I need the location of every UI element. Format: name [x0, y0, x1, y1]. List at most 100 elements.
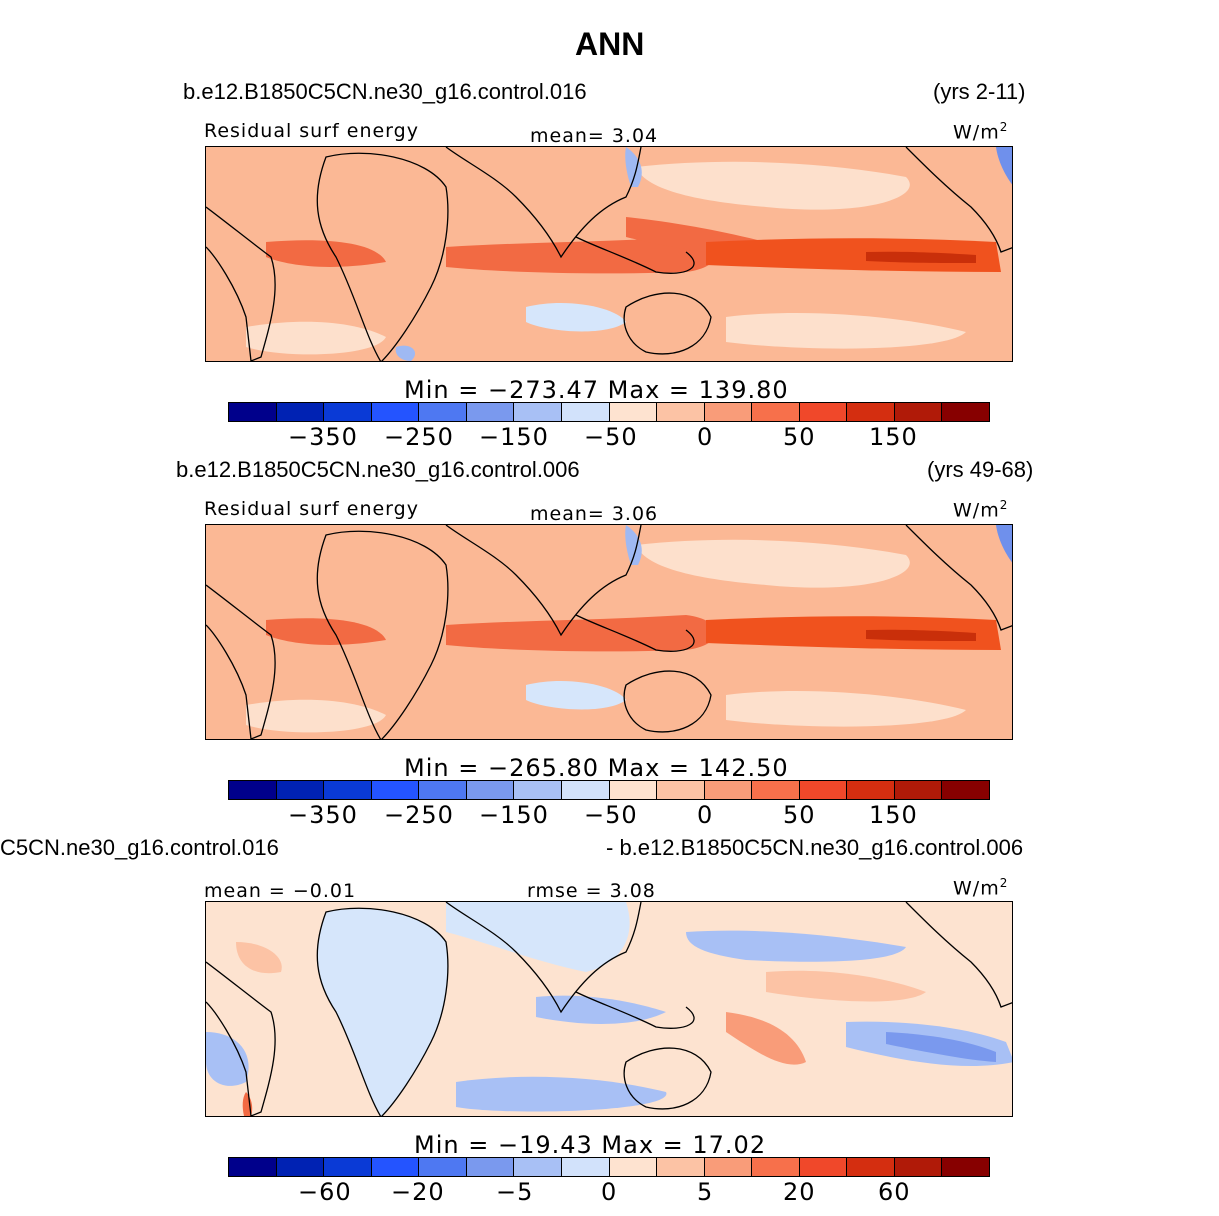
panel3-units-exp: 2: [999, 876, 1009, 890]
panel2-tick: −150: [479, 801, 549, 829]
panel1-tick: −250: [384, 423, 454, 451]
panel2-color-swatch: [752, 781, 800, 799]
panel2-variable: Residual surf energy: [204, 498, 419, 520]
panel1-color-swatch: [609, 403, 658, 421]
panel3-color-swatch: [657, 1158, 705, 1176]
panel2-case-name: b.e12.B1850C5CN.ne30_g16.control.006: [176, 457, 580, 482]
panel3-case-right: - b.e12.B1850C5CN.ne30_g16.control.006: [606, 835, 1024, 860]
panel1-color-swatch: [229, 403, 277, 421]
panel1-minmax: Min = −273.47 Max = 139.80: [404, 376, 789, 404]
panel2-years: (yrs 49-68): [927, 457, 1034, 482]
panel2-color-swatch: [942, 781, 989, 799]
panel3-units-base: W/m: [953, 877, 1000, 900]
panel2-color-swatch: [276, 781, 325, 799]
panel1-color-swatch: [657, 403, 705, 421]
panel3-tick: 60: [878, 1178, 911, 1206]
panel3-color-swatch: [894, 1158, 943, 1176]
panel1-units-exp: 2: [999, 120, 1009, 134]
panel1-color-swatch: [894, 403, 943, 421]
panel1-color-swatch: [419, 403, 467, 421]
panel1-years: (yrs 2-11): [933, 79, 1026, 104]
panel1-tick: 150: [869, 423, 918, 451]
panel2-color-swatch: [371, 781, 420, 799]
panel3-color-swatch: [324, 1158, 372, 1176]
panel1-mean: mean= 3.04: [530, 125, 659, 147]
panel1-tick: −50: [584, 423, 638, 451]
panel3-tick: −60: [298, 1178, 352, 1206]
panel2-color-swatch: [419, 781, 467, 799]
panel3-color-swatch: [419, 1158, 467, 1176]
panel1-case-name: b.e12.B1850C5CN.ne30_g16.control.016: [183, 79, 587, 104]
panel3-color-swatch: [942, 1158, 989, 1176]
panel2-tick: −350: [288, 801, 358, 829]
panel3-color-swatch: [466, 1158, 515, 1176]
panel2-units: W/m2: [953, 498, 1008, 521]
panel1-color-swatch: [942, 403, 989, 421]
panel2-color-swatch: [609, 781, 658, 799]
panel2-color-swatch: [847, 781, 895, 799]
panel1-color-swatch: [324, 403, 372, 421]
panel2-color-swatch: [466, 781, 515, 799]
panel2-units-exp: 2: [999, 498, 1009, 512]
panel3-color-swatch: [799, 1158, 848, 1176]
panel3-color-swatch: [229, 1158, 277, 1176]
panel1-color-swatch: [276, 403, 325, 421]
panel3-color-swatch: [561, 1158, 610, 1176]
panel1-color-swatch: [799, 403, 848, 421]
panel3-rmse: rmse = 3.08: [527, 880, 656, 902]
panel2-color-swatch: [324, 781, 372, 799]
panel3-tick: −20: [391, 1178, 445, 1206]
panel2-color-swatch: [704, 781, 753, 799]
figure-title: ANN: [575, 26, 645, 62]
panel3-color-swatch: [514, 1158, 562, 1176]
panel2-tick: −250: [384, 801, 454, 829]
panel3-tick: 20: [783, 1178, 816, 1206]
panel3-mean: mean = −0.01: [204, 880, 357, 902]
panel3-color-swatch: [752, 1158, 800, 1176]
panel1-color-swatch: [704, 403, 753, 421]
panel3-tick: 5: [697, 1178, 714, 1206]
panel3-color-swatch: [276, 1158, 325, 1176]
panel2-units-base: W/m: [953, 499, 1000, 522]
panel1-units: W/m2: [953, 120, 1008, 143]
panel1-tick: 50: [783, 423, 816, 451]
panel2-tick: 0: [697, 801, 714, 829]
panel1-variable: Residual surf energy: [204, 120, 419, 142]
panel3-units: W/m2: [953, 876, 1008, 899]
panel1-color-swatch: [514, 403, 562, 421]
panel3-color-swatch: [371, 1158, 420, 1176]
panel2-color-swatch: [799, 781, 848, 799]
panel1-tick: 0: [697, 423, 714, 451]
panel1-tick: −150: [479, 423, 549, 451]
panel2-tick: 150: [869, 801, 918, 829]
panel1-color-swatch: [371, 403, 420, 421]
panel1-color-swatch: [561, 403, 610, 421]
panel3-color-swatch: [704, 1158, 753, 1176]
panel2-color-swatch: [894, 781, 943, 799]
panel2-mean: mean= 3.06: [530, 503, 659, 525]
panel2-map: [205, 524, 1013, 740]
panel1-units-base: W/m: [953, 121, 1000, 144]
panel1-map: [205, 146, 1013, 362]
panel2-minmax: Min = −265.80 Max = 142.50: [404, 754, 789, 782]
panel2-tick: 50: [783, 801, 816, 829]
panel1-color-swatch: [752, 403, 800, 421]
panel2-tick: −50: [584, 801, 638, 829]
panel3-tick: 0: [601, 1178, 618, 1206]
panel2-colorbar: [228, 780, 990, 800]
panel1-colorbar: [228, 402, 990, 422]
panel1-tick: −350: [288, 423, 358, 451]
panel2-color-swatch: [229, 781, 277, 799]
panel2-color-swatch: [657, 781, 705, 799]
panel3-tick: −5: [496, 1178, 534, 1206]
panel3-map: [205, 901, 1013, 1117]
panel3-colorbar: [228, 1157, 990, 1177]
panel3-case-left: C5CN.ne30_g16.control.016: [0, 835, 279, 860]
panel3-color-swatch: [847, 1158, 895, 1176]
panel2-color-swatch: [514, 781, 562, 799]
panel1-color-swatch: [847, 403, 895, 421]
panel2-color-swatch: [561, 781, 610, 799]
panel3-color-swatch: [609, 1158, 658, 1176]
panel1-color-swatch: [466, 403, 515, 421]
panel3-minmax: Min = −19.43 Max = 17.02: [414, 1131, 767, 1159]
